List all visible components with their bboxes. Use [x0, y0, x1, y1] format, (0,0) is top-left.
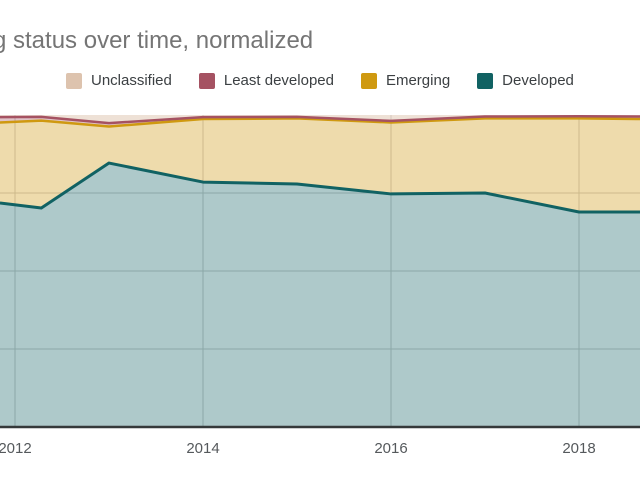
area-developed[interactable] [0, 163, 640, 427]
x-axis-label-2018: 2018 [562, 440, 596, 457]
legend-swatch-icon [360, 72, 377, 89]
legend-item-unclassified[interactable]: Unclassified [66, 72, 172, 89]
legend-label: Emerging [385, 72, 451, 89]
legend-label: Unclassified [91, 72, 172, 89]
legend-swatch-icon [198, 72, 215, 89]
legend-label: Least developed [223, 72, 334, 89]
legend-item-emerging[interactable]: Emerging [360, 72, 451, 89]
line-least_developed [0, 114, 640, 125]
legend-swatch-icon [66, 72, 82, 89]
legend-item-developed[interactable]: Developed [477, 72, 574, 89]
x-axis-label-2012: 2012 [0, 440, 32, 457]
x-axis-label-2014: 2014 [186, 440, 220, 457]
legend: Unclassified Least developed Emerging Devel… [66, 72, 574, 89]
line-developed [0, 161, 640, 214]
chart-title: g status over time, normalized [0, 27, 314, 54]
legend-item-least-developed[interactable]: Least developed [198, 72, 334, 89]
area-emerging[interactable] [0, 118, 640, 213]
legend-swatch-icon [477, 72, 494, 89]
x-axis-label-2016: 2016 [374, 440, 408, 457]
legend-label: Developed [502, 72, 574, 89]
line-emerging [0, 117, 640, 128]
area-unclassified[interactable] [0, 115, 640, 124]
